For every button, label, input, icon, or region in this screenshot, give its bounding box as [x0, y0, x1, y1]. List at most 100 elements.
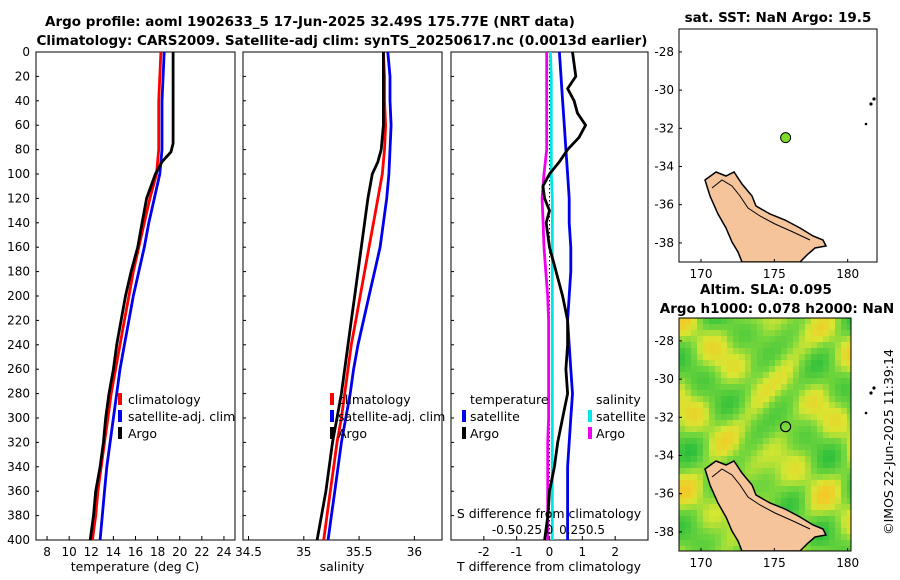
sla-heatmap-cell	[721, 360, 727, 366]
sla-heatmap-cell	[679, 336, 685, 342]
sla-heatmap-cell	[727, 384, 733, 390]
sla-heatmap-cell	[841, 462, 847, 468]
sla-map-x-tick-label: 175	[763, 556, 786, 570]
sla-heatmap-cell	[727, 336, 733, 342]
sla-heatmap-cell	[691, 540, 697, 546]
sla-heatmap-cell	[841, 426, 847, 432]
sla-heatmap-cell	[829, 372, 835, 378]
sla-heatmap-cell	[709, 534, 715, 540]
sla-heatmap-cell	[805, 456, 811, 462]
sla-heatmap-cell	[793, 396, 799, 402]
sla-heatmap-cell	[697, 372, 703, 378]
sla-heatmap-cell	[709, 444, 715, 450]
sla-heatmap-cell	[823, 450, 829, 456]
salinity-lines	[315, 52, 393, 540]
sla-heatmap-cell	[739, 390, 745, 396]
sla-heatmap-cell	[769, 444, 775, 450]
temperature-x-tick-label: 24	[216, 545, 231, 559]
sla-heatmap-cell	[703, 528, 709, 534]
sla-heatmap-cell	[817, 330, 823, 336]
salinity-satellite-line	[326, 52, 393, 540]
sla-heatmap-cell	[775, 498, 781, 504]
sla-heatmap-cell	[703, 438, 709, 444]
sla-heatmap-cell	[835, 390, 841, 396]
sla-heatmap-cell	[763, 378, 769, 384]
sla-heatmap-cell	[703, 396, 709, 402]
depth-tick-label: 60	[15, 118, 30, 132]
sla-heatmap-cell	[745, 438, 751, 444]
sst-map-y-tick-label: -28	[654, 45, 674, 59]
sla-heatmap-cell	[703, 540, 709, 546]
sla-heatmap-cell	[703, 402, 709, 408]
sla-heatmap-cell	[769, 462, 775, 468]
sla-heatmap-cell	[757, 378, 763, 384]
sla-heatmap-cell	[757, 432, 763, 438]
sla-heatmap-cell	[769, 360, 775, 366]
sla-heatmap-cell	[751, 342, 757, 348]
sla-heatmap-cell	[823, 318, 829, 324]
sla-heatmap-cell	[745, 426, 751, 432]
sla-heatmap-cell	[847, 450, 851, 456]
sla-heatmap-cell	[787, 480, 793, 486]
temperature-legend: climatology satellite-adj. clim Argo	[118, 392, 235, 441]
sla-heatmap-cell	[805, 318, 811, 324]
legend-label-s-satellite: satellite	[596, 409, 646, 424]
sla-heatmap-cell	[757, 348, 763, 354]
sla-heatmap-cell	[745, 330, 751, 336]
depth-tick-label: 100	[7, 167, 30, 181]
sla-heatmap-cell	[679, 444, 685, 450]
sla-map-y-tick-label: -34	[654, 449, 674, 463]
sla-heatmap-cell	[745, 378, 751, 384]
sla-heatmap-cell	[679, 516, 685, 522]
sla-heatmap-cell	[847, 402, 851, 408]
sla-heatmap-cell	[841, 342, 847, 348]
new-zealand-coast	[704, 171, 828, 262]
sla-heatmap-cell	[679, 384, 685, 390]
sla-heatmap-cell	[757, 474, 763, 480]
sla-heatmap-cell	[811, 360, 817, 366]
sla-heatmap-cell	[769, 342, 775, 348]
sla-heatmap-cell	[685, 432, 691, 438]
sla-heatmap-cell	[757, 444, 763, 450]
sla-heatmap-cell	[703, 372, 709, 378]
sla-heatmap-cell	[709, 330, 715, 336]
sla-heatmap-cell	[769, 366, 775, 372]
sla-heatmap-cell	[841, 492, 847, 498]
sla-heatmap-cell	[787, 354, 793, 360]
sla-heatmap-cell	[805, 390, 811, 396]
temperature-x-tick-label: 12	[84, 545, 99, 559]
sla-heatmap-cell	[691, 360, 697, 366]
sla-heatmap-cell	[787, 414, 793, 420]
sla-heatmap-cell	[841, 420, 847, 426]
sla-heatmap-cell	[775, 492, 781, 498]
sla-heatmap-cell	[715, 372, 721, 378]
sla-heatmap-cell	[811, 546, 817, 551]
sla-heatmap-cell	[679, 396, 685, 402]
sla-heatmap-cell	[829, 426, 835, 432]
sla-heatmap-cell	[811, 438, 817, 444]
depth-tick-label: 360	[7, 484, 30, 498]
sla-heatmap-cell	[727, 402, 733, 408]
sla-heatmap-cell	[763, 384, 769, 390]
sla-heatmap-cell	[787, 432, 793, 438]
sla-heatmap-cell	[751, 372, 757, 378]
sla-heatmap-cell	[679, 546, 685, 551]
salinity-axes	[242, 51, 443, 541]
sla-heatmap-cell	[691, 390, 697, 396]
sla-heatmap-cell	[847, 354, 851, 360]
sla-heatmap-cell	[709, 390, 715, 396]
sla-heatmap-cell	[781, 420, 787, 426]
sla-heatmap-cell	[805, 498, 811, 504]
difference-x-tick-label: 0	[546, 545, 554, 559]
sla-heatmap-cell	[847, 366, 851, 372]
sla-heatmap-cell	[691, 402, 697, 408]
difference-x-tick-label: 1	[579, 545, 587, 559]
sla-heatmap-cell	[841, 372, 847, 378]
sla-heatmap-cell	[751, 426, 757, 432]
sla-heatmap-cell	[679, 522, 685, 528]
sla-heatmap-cell	[793, 348, 799, 354]
sla-heatmap-cell	[703, 360, 709, 366]
sla-heatmap-cell	[739, 330, 745, 336]
sla-heatmap-cell	[739, 432, 745, 438]
sla-heatmap-cell	[733, 360, 739, 366]
